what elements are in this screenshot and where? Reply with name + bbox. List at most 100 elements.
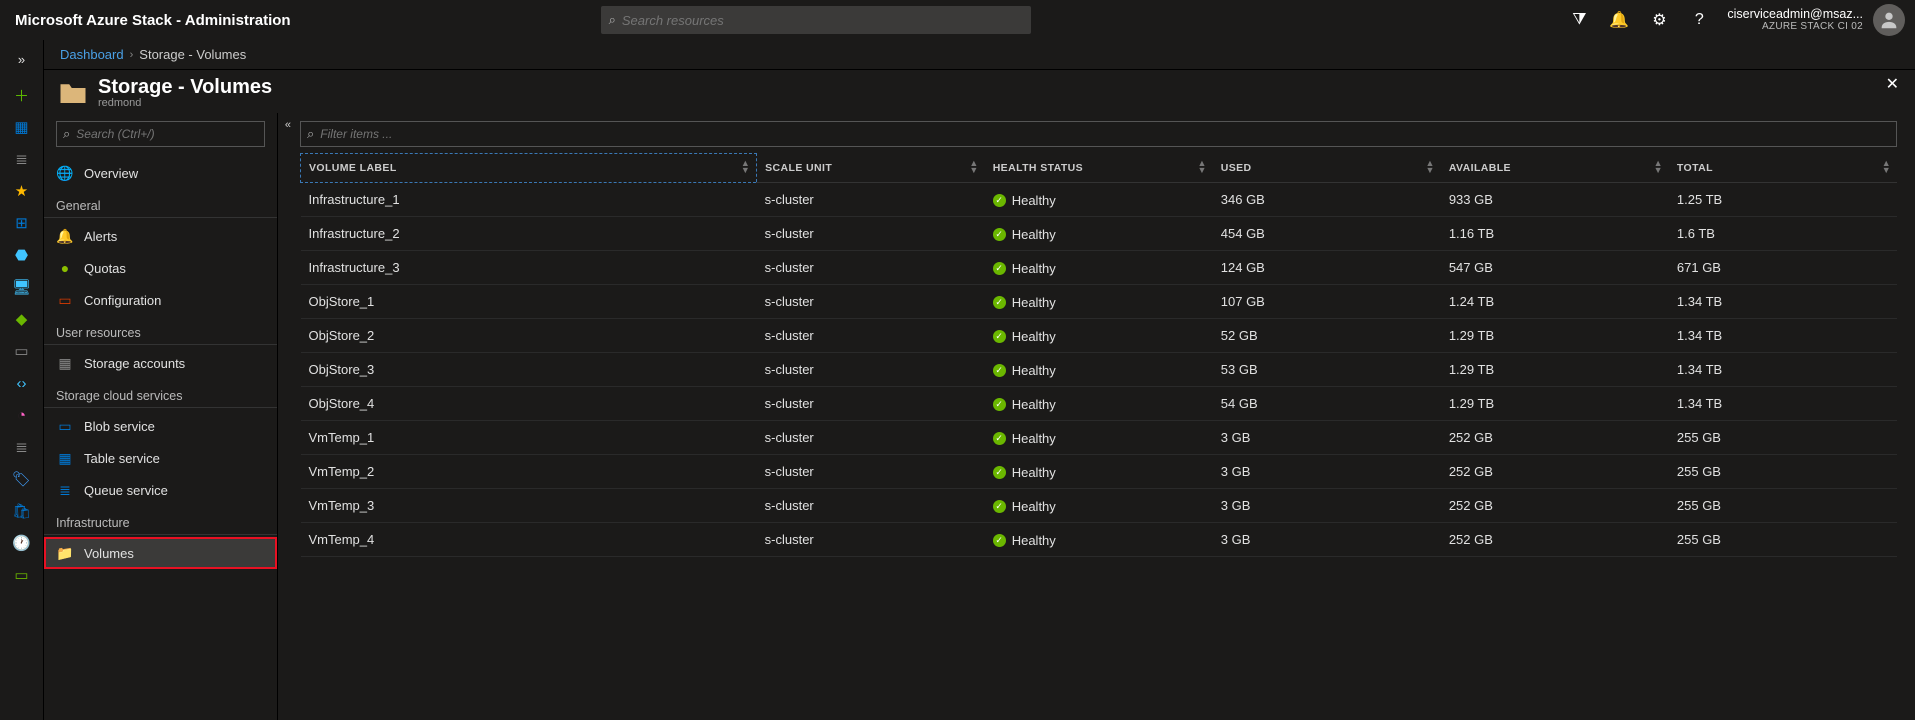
cell-value: 3 GB xyxy=(1213,489,1441,523)
filter-icon[interactable]: ⧩ xyxy=(1559,0,1599,40)
help-icon[interactable]: ? xyxy=(1679,0,1719,40)
expand-rail-icon[interactable]: » xyxy=(7,44,37,74)
nav-item-blob-service[interactable]: ▭Blob service xyxy=(44,410,277,442)
nav-panel: « ⌕ 🌐 Overview General🔔Alerts●Quotas▭Con… xyxy=(44,113,278,720)
col-available[interactable]: AVAILABLE▲▼ xyxy=(1441,154,1669,183)
notifications-icon[interactable]: 🔔 xyxy=(1599,0,1639,40)
cell-health: ✓Healthy xyxy=(985,421,1213,455)
sort-icon[interactable]: ▲▼ xyxy=(1654,160,1663,174)
blade-header: Storage - Volumes redmond ✕ xyxy=(44,70,1915,113)
cell-value: s-cluster xyxy=(757,251,985,285)
cell-value: 3 GB xyxy=(1213,421,1441,455)
nav-overview[interactable]: 🌐 Overview xyxy=(44,157,277,189)
cube-icon[interactable]: ⬣ xyxy=(7,240,37,270)
filter-box[interactable]: ⌕ xyxy=(300,121,1897,147)
close-blade-icon[interactable]: ✕ xyxy=(1886,74,1899,94)
check-icon: ✓ xyxy=(993,432,1006,445)
nav-item-queue-service[interactable]: ≣Queue service xyxy=(44,474,277,506)
table-row[interactable]: VmTemp_3s-cluster✓Healthy3 GB252 GB255 G… xyxy=(301,489,1898,523)
nav-item-alerts[interactable]: 🔔Alerts xyxy=(44,220,277,252)
resource-icon[interactable]: ◆ xyxy=(7,304,37,334)
global-search[interactable]: ⌕ xyxy=(601,6,1031,34)
cell-value: 1.34 TB xyxy=(1669,353,1897,387)
sort-icon[interactable]: ▲▼ xyxy=(1426,160,1435,174)
filter-input[interactable] xyxy=(320,127,1890,141)
table-row[interactable]: VmTemp_1s-cluster✓Healthy3 GB252 GB255 G… xyxy=(301,421,1898,455)
nav-search-input[interactable] xyxy=(76,127,258,141)
avatar[interactable] xyxy=(1873,4,1905,36)
cell-value: 3 GB xyxy=(1213,523,1441,557)
cell-value: 933 GB xyxy=(1441,183,1669,217)
col-used[interactable]: USED▲▼ xyxy=(1213,154,1441,183)
dashboard-icon[interactable]: ▦ xyxy=(7,112,37,142)
create-resource-icon[interactable]: ＋ xyxy=(7,80,37,110)
cell-value: 252 GB xyxy=(1441,421,1669,455)
col-health-status[interactable]: HEALTH STATUS▲▼ xyxy=(985,154,1213,183)
nav-item-icon: 📁 xyxy=(56,544,74,562)
health-badge: ✓Healthy xyxy=(993,363,1056,378)
account-block[interactable]: ciserviceadmin@msaz... AZURE STACK CI 02 xyxy=(1727,8,1863,33)
clock-pink-icon[interactable]: ◔ xyxy=(7,400,37,430)
bag-icon[interactable]: 🛍 xyxy=(7,496,37,526)
col-volume-label[interactable]: VOLUME LABEL▲▼ xyxy=(301,154,757,183)
health-text: Healthy xyxy=(1012,363,1056,378)
nav-search[interactable]: ⌕ xyxy=(56,121,265,147)
col-total[interactable]: TOTAL▲▼ xyxy=(1669,154,1897,183)
sort-icon[interactable]: ▲▼ xyxy=(1882,160,1891,174)
tag-icon[interactable]: 🏷 xyxy=(7,464,37,494)
favorites-icon[interactable]: ★ xyxy=(7,176,37,206)
table-row[interactable]: ObjStore_3s-cluster✓Healthy53 GB1.29 TB1… xyxy=(301,353,1898,387)
cell-value: s-cluster xyxy=(757,353,985,387)
nav-item-volumes[interactable]: 📁Volumes xyxy=(44,537,277,569)
monitor-icon[interactable]: 🖥 xyxy=(7,272,37,302)
table-row[interactable]: VmTemp_2s-cluster✓Healthy3 GB252 GB255 G… xyxy=(301,455,1898,489)
sort-icon[interactable]: ▲▼ xyxy=(969,160,978,174)
breadcrumb: Dashboard › Storage - Volumes xyxy=(44,40,1915,70)
table-row[interactable]: VmTemp_4s-cluster✓Healthy3 GB252 GB255 G… xyxy=(301,523,1898,557)
table-row[interactable]: Infrastructure_2s-cluster✓Healthy454 GB1… xyxy=(301,217,1898,251)
clock-icon[interactable]: 🕐 xyxy=(7,528,37,558)
collapse-nav-icon[interactable]: « xyxy=(285,119,291,131)
health-text: Healthy xyxy=(1012,295,1056,310)
settings-gear-icon[interactable]: ⚙ xyxy=(1639,0,1679,40)
list2-icon[interactable]: ≣ xyxy=(7,432,37,462)
check-icon: ✓ xyxy=(993,330,1006,343)
search-icon: ⌕ xyxy=(609,12,616,28)
cell-value: 124 GB xyxy=(1213,251,1441,285)
health-text: Healthy xyxy=(1012,465,1056,480)
nav-section-header: Infrastructure xyxy=(44,506,277,535)
cell-value: 1.29 TB xyxy=(1441,353,1669,387)
nav-item-storage-accounts[interactable]: ▦Storage accounts xyxy=(44,347,277,379)
table-row[interactable]: ObjStore_1s-cluster✓Healthy107 GB1.24 TB… xyxy=(301,285,1898,319)
table-row[interactable]: Infrastructure_1s-cluster✓Healthy346 GB9… xyxy=(301,183,1898,217)
sort-icon[interactable]: ▲▼ xyxy=(1197,160,1206,174)
list-icon[interactable]: ≣ xyxy=(7,144,37,174)
table-row[interactable]: ObjStore_4s-cluster✓Healthy54 GB1.29 TB1… xyxy=(301,387,1898,421)
cell-value: 52 GB xyxy=(1213,319,1441,353)
check-icon: ✓ xyxy=(993,296,1006,309)
col-scale-unit[interactable]: SCALE UNIT▲▼ xyxy=(757,154,985,183)
storage-icon[interactable]: ▭ xyxy=(7,336,37,366)
nav-section-header: Storage cloud services xyxy=(44,379,277,408)
volumes-table: VOLUME LABEL▲▼SCALE UNIT▲▼HEALTH STATUS▲… xyxy=(300,153,1897,557)
cell-value: Infrastructure_1 xyxy=(301,183,757,217)
nav-item-label: Configuration xyxy=(84,293,161,308)
check-icon: ✓ xyxy=(993,194,1006,207)
table-row[interactable]: ObjStore_2s-cluster✓Healthy52 GB1.29 TB1… xyxy=(301,319,1898,353)
all-services-icon[interactable]: ⊞ xyxy=(7,208,37,238)
nav-item-quotas[interactable]: ●Quotas xyxy=(44,252,277,284)
green-bar-icon[interactable]: ▭ xyxy=(7,560,37,590)
nav-item-table-service[interactable]: ▦Table service xyxy=(44,442,277,474)
cell-value: s-cluster xyxy=(757,489,985,523)
cell-value: ObjStore_3 xyxy=(301,353,757,387)
breadcrumb-root[interactable]: Dashboard xyxy=(60,47,124,62)
check-icon: ✓ xyxy=(993,228,1006,241)
cell-value: ObjStore_1 xyxy=(301,285,757,319)
health-badge: ✓ Healthy xyxy=(993,295,1056,310)
sort-icon[interactable]: ▲▼ xyxy=(741,160,750,174)
brackets-icon[interactable]: ‹› xyxy=(7,368,37,398)
global-search-input[interactable] xyxy=(622,13,1023,28)
cell-value: 54 GB xyxy=(1213,387,1441,421)
table-row[interactable]: Infrastructure_3s-cluster✓Healthy124 GB5… xyxy=(301,251,1898,285)
nav-item-configuration[interactable]: ▭Configuration xyxy=(44,284,277,316)
